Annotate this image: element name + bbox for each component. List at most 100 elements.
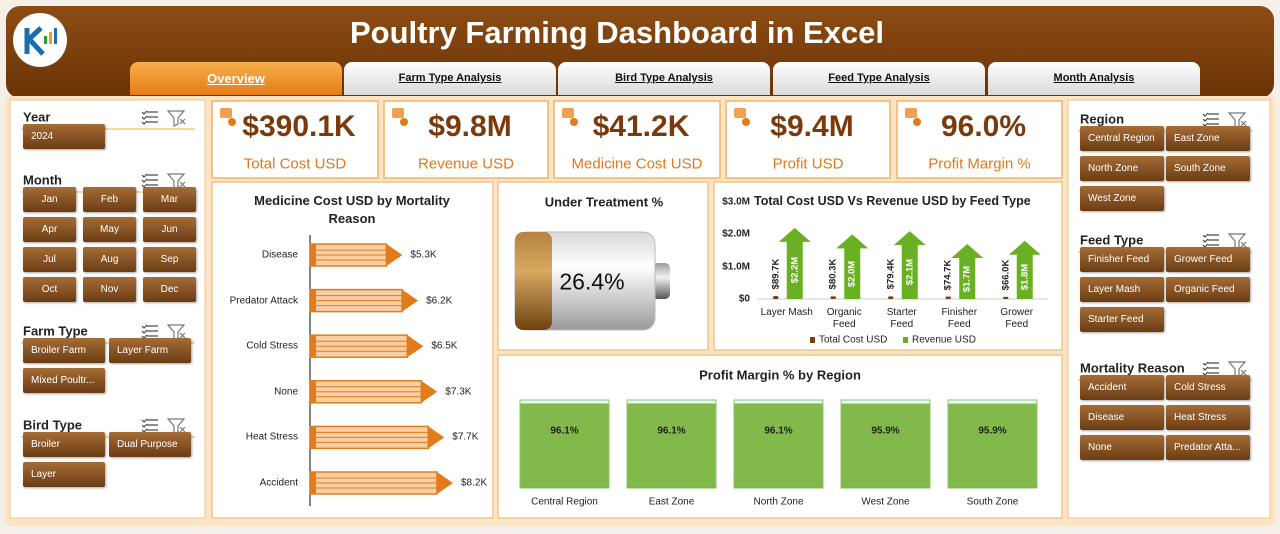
- slicer-button[interactable]: Mixed Poultr...: [23, 368, 105, 393]
- arrow-bar: [951, 244, 984, 299]
- bar: [773, 296, 779, 299]
- slicer-button[interactable]: West Zone: [1080, 186, 1164, 211]
- slicer-button[interactable]: Sep: [143, 247, 196, 272]
- kpi-icon: [400, 118, 408, 126]
- value-label: $7.3K: [445, 386, 472, 398]
- legend-swatch: [810, 337, 815, 343]
- icon-check: [141, 120, 148, 125]
- slicer-button[interactable]: 2024: [23, 124, 105, 149]
- x-tick-label: West Zone: [861, 496, 910, 508]
- slicer-button[interactable]: Layer Mash: [1080, 277, 1164, 302]
- slicer-button[interactable]: Apr: [23, 217, 76, 242]
- slicer-button[interactable]: Central Region: [1080, 126, 1164, 151]
- icon-check: [141, 110, 148, 115]
- slicer-button[interactable]: Jul: [23, 247, 76, 272]
- nav-tab[interactable]: Overview: [130, 62, 342, 95]
- slicer-button[interactable]: Accident: [1080, 375, 1164, 400]
- icon-check: [1202, 112, 1209, 117]
- slicer-button[interactable]: Grower Feed: [1166, 247, 1250, 272]
- slicer-title: Mortality Reason: [1080, 360, 1185, 376]
- slicer-button[interactable]: Nov: [83, 277, 136, 302]
- slicer-title: Farm Type: [23, 323, 88, 339]
- slicer-filter-icon[interactable]: [166, 110, 186, 127]
- icon-check: [141, 329, 148, 334]
- slicer-button[interactable]: Heat Stress: [1166, 405, 1250, 430]
- slicer-button[interactable]: Layer: [23, 462, 105, 487]
- slicer-button[interactable]: East Zone: [1166, 126, 1250, 151]
- kpi-icon: [905, 108, 917, 118]
- slicer-button[interactable]: Predator Atta...: [1166, 435, 1250, 460]
- value-label: $1.7M: [961, 265, 973, 292]
- chart-title: Medicine Cost USD by Mortality Reason: [254, 193, 450, 226]
- slicer-button[interactable]: Cold Stress: [1166, 375, 1250, 400]
- value-label: $2.0M: [846, 260, 858, 287]
- pencil-bar: [309, 471, 453, 495]
- slicer-button[interactable]: Dec: [143, 277, 196, 302]
- slicer-multiselect-icon[interactable]: [1202, 233, 1219, 248]
- bar: [627, 403, 716, 488]
- slicer-button[interactable]: Jan: [23, 187, 76, 212]
- category-label: Heat Stress: [245, 431, 298, 443]
- x-tick-label: North Zone: [753, 496, 804, 508]
- slicer-button[interactable]: None: [1080, 435, 1164, 460]
- nav-tab[interactable]: Month Analysis: [988, 62, 1200, 95]
- category-label: None: [274, 386, 298, 398]
- legend-label: Total Cost USD: [819, 334, 888, 346]
- kpi-icon: [570, 118, 578, 126]
- nav-tab[interactable]: Feed Type Analysis: [773, 62, 985, 95]
- pencil-tip: [437, 472, 453, 494]
- slicer-button[interactable]: Aug: [83, 247, 136, 272]
- pencil-bar: [309, 334, 424, 358]
- kpi-value: $9.8M: [428, 110, 512, 143]
- x-tick-label: South Zone: [966, 496, 1019, 508]
- pencil-bar: [309, 243, 403, 267]
- slicer-button[interactable]: Finisher Feed: [1080, 247, 1164, 272]
- pencil-eraser: [310, 335, 316, 358]
- arrow-bar: [893, 231, 926, 299]
- x-tick-label: Grower Feed: [1000, 307, 1034, 330]
- value-label: $2.2M: [789, 257, 801, 284]
- bar: [948, 403, 1037, 488]
- arrow-bar: [778, 227, 811, 299]
- slicer-button[interactable]: North Zone: [1080, 156, 1164, 181]
- slicer-button[interactable]: Broiler Farm: [23, 338, 105, 363]
- chart-title: Under Treatment %: [544, 194, 664, 210]
- category-label: Accident: [259, 477, 298, 489]
- pencil-tip: [407, 335, 424, 358]
- logo: [13, 13, 67, 67]
- slicer-button[interactable]: Disease: [1080, 405, 1164, 430]
- slicer-button[interactable]: Oct: [23, 277, 76, 302]
- x-tick-label: Organic Feed: [826, 307, 862, 330]
- nav-tab[interactable]: Bird Type Analysis: [558, 62, 770, 95]
- slicer-button[interactable]: Organic Feed: [1166, 277, 1250, 302]
- arrow-bar: [836, 234, 869, 299]
- icon-check: [141, 115, 148, 120]
- slicer-title: Feed Type: [1080, 232, 1144, 248]
- slicer-button[interactable]: Dual Purpose: [109, 432, 191, 457]
- kpi-label: Medicine Cost USD: [571, 155, 703, 173]
- gauge-value: 26.4%: [559, 268, 625, 295]
- pencil-eraser: [310, 380, 316, 403]
- slicer-button[interactable]: May: [83, 217, 136, 242]
- slicer-button[interactable]: Broiler: [23, 432, 105, 457]
- nav-tab[interactable]: Farm Type Analysis: [344, 62, 556, 95]
- slicer-button[interactable]: Mar: [143, 187, 196, 212]
- slicer-button[interactable]: Starter Feed: [1080, 307, 1164, 332]
- slicer-button[interactable]: Feb: [83, 187, 136, 212]
- slicer-button[interactable]: South Zone: [1166, 156, 1250, 181]
- slicer-title: Year: [23, 109, 51, 125]
- y-tick-label: $0: [738, 293, 750, 305]
- slicer-button[interactable]: Layer Farm: [109, 338, 191, 363]
- slicer-multiselect-icon[interactable]: [141, 418, 158, 433]
- category-label: Predator Attack: [229, 295, 298, 307]
- kpi-value: $9.4M: [770, 110, 854, 143]
- slicer-title: Month: [23, 172, 62, 188]
- x-tick-label: Central Region: [531, 496, 598, 508]
- pencil-tip: [386, 244, 403, 266]
- x-tick-label: Layer Mash: [760, 307, 813, 318]
- slicer-multiselect-icon[interactable]: [141, 110, 158, 125]
- slicer-button[interactable]: Jun: [143, 217, 196, 242]
- pencil-eraser: [310, 426, 316, 449]
- slicer-title: Region: [1080, 111, 1125, 127]
- pencil-bar: [309, 288, 419, 313]
